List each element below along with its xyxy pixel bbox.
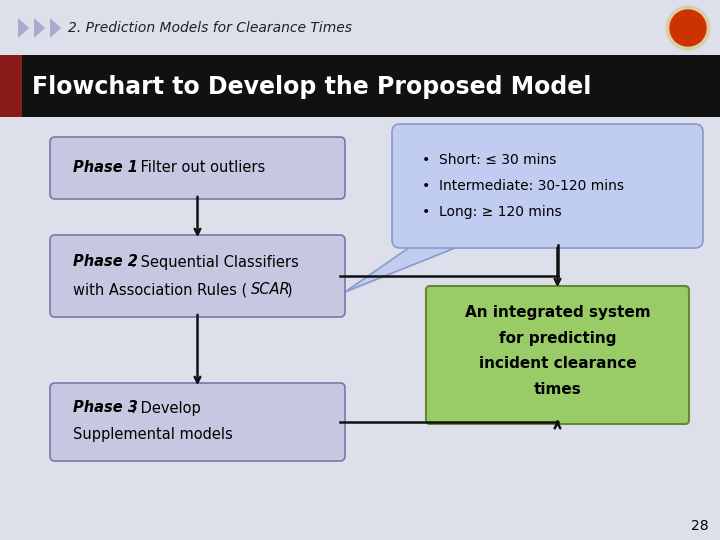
Text: •  Short: ≤ 30 mins: • Short: ≤ 30 mins	[422, 153, 557, 167]
Polygon shape	[18, 18, 29, 38]
FancyBboxPatch shape	[0, 0, 720, 55]
Text: Flowchart to Develop the Proposed Model: Flowchart to Develop the Proposed Model	[32, 75, 591, 99]
Polygon shape	[421, 238, 474, 242]
Text: for predicting: for predicting	[499, 330, 616, 346]
Text: : Develop: : Develop	[131, 401, 201, 415]
Circle shape	[670, 10, 706, 46]
Text: Phase 1: Phase 1	[73, 160, 138, 176]
FancyBboxPatch shape	[0, 55, 720, 117]
Text: SCAR: SCAR	[251, 282, 291, 298]
Text: : Filter out outliers: : Filter out outliers	[131, 160, 265, 176]
FancyBboxPatch shape	[0, 55, 22, 117]
Text: •  Long: ≥ 120 mins: • Long: ≥ 120 mins	[422, 205, 562, 219]
Text: : Sequential Classifiers: : Sequential Classifiers	[131, 254, 299, 269]
Circle shape	[666, 6, 710, 50]
Text: Supplemental models: Supplemental models	[73, 427, 233, 442]
Text: Phase 2: Phase 2	[73, 254, 138, 269]
Text: times: times	[534, 382, 581, 397]
FancyBboxPatch shape	[50, 383, 345, 461]
FancyBboxPatch shape	[50, 137, 345, 199]
Text: with Association Rules (: with Association Rules (	[73, 282, 247, 298]
Polygon shape	[345, 240, 475, 292]
Text: incident clearance: incident clearance	[479, 356, 636, 372]
Text: An integrated system: An integrated system	[464, 305, 650, 320]
Text: 28: 28	[691, 519, 708, 533]
Polygon shape	[34, 18, 45, 38]
FancyBboxPatch shape	[426, 286, 689, 424]
Text: 2. Prediction Models for Clearance Times: 2. Prediction Models for Clearance Times	[68, 21, 352, 35]
FancyBboxPatch shape	[392, 124, 703, 248]
Text: •  Intermediate: 30-120 mins: • Intermediate: 30-120 mins	[422, 179, 624, 193]
FancyBboxPatch shape	[50, 235, 345, 317]
Text: ): )	[287, 282, 292, 298]
Text: Phase 3: Phase 3	[73, 401, 138, 415]
Polygon shape	[50, 18, 61, 38]
